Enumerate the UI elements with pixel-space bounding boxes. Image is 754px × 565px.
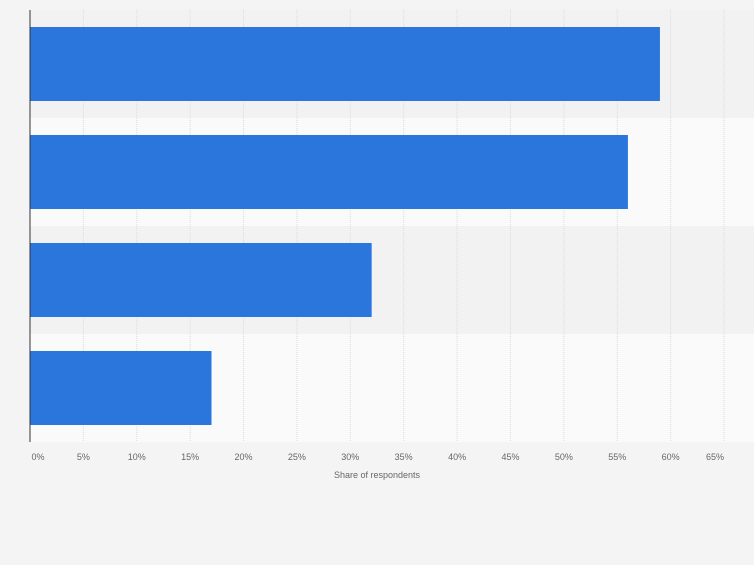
x-tick-label: 30% — [341, 452, 359, 462]
x-tick-label: 35% — [395, 452, 413, 462]
x-tick-label: 15% — [181, 452, 199, 462]
x-tick-label: 25% — [288, 452, 306, 462]
x-tick-label: 45% — [501, 452, 519, 462]
bars — [30, 27, 660, 425]
x-tick-label: 10% — [128, 452, 146, 462]
x-axis-title: Share of respondents — [334, 470, 421, 480]
x-tick-label: 50% — [555, 452, 573, 462]
bar[interactable] — [30, 135, 628, 209]
x-tick-label: 5% — [77, 452, 90, 462]
x-axis-ticks: 0% 5% 10% 15% 20% 25% 30% 35% 40% 45% 50% 55% 60% 65% — [31, 452, 724, 462]
x-tick-label: 40% — [448, 452, 466, 462]
bar[interactable] — [30, 351, 212, 425]
x-tick-label: 65% — [706, 452, 724, 462]
x-tick-label: 55% — [608, 452, 626, 462]
bar[interactable] — [30, 243, 372, 317]
x-tick-label: 20% — [235, 452, 253, 462]
x-tick-label: 60% — [662, 452, 680, 462]
bar[interactable] — [30, 27, 660, 101]
x-tick-label: 0% — [31, 452, 44, 462]
